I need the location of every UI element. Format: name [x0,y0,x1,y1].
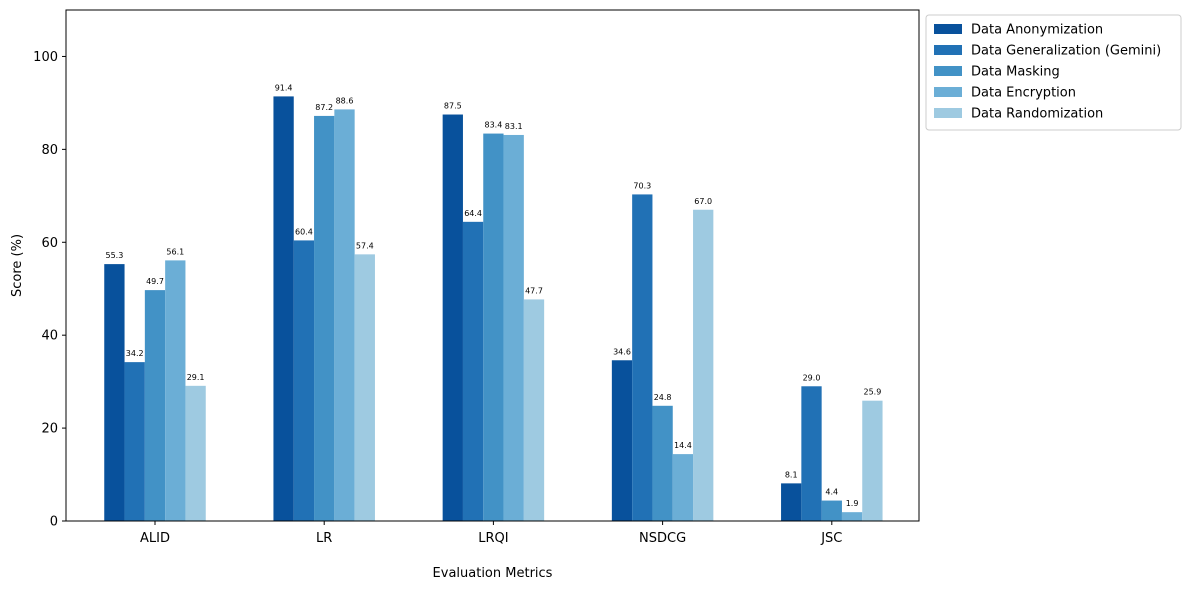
bar [354,254,375,521]
data-label: 8.1 [785,470,798,479]
data-label: 87.5 [444,102,462,111]
bar [841,512,863,521]
legend-swatch [934,108,962,118]
y-tick-label: 60 [41,236,58,251]
legend-swatch [934,66,962,76]
y-tick-label: 80 [41,143,58,158]
data-label: 47.7 [525,286,543,295]
legend-box [925,14,1182,131]
data-label: 1.9 [846,499,859,508]
y-tick-label: 20 [41,422,58,437]
y-tick-label: 100 [33,50,58,65]
data-label: 88.6 [336,96,354,105]
bar [862,400,883,521]
data-label: 60.4 [295,227,313,236]
data-label: 25.9 [863,388,881,397]
x-tick-label: LR [316,531,332,546]
data-label: 49.7 [146,277,164,286]
y-tick-label: 40 [41,329,58,344]
bar [124,362,145,521]
data-label: 87.2 [315,103,333,112]
legend-entry: Data Randomization [971,107,1103,122]
legend-entry: Data Anonymization [971,23,1103,38]
data-label: 29.0 [803,373,821,382]
bar [293,240,315,521]
data-label: 14.4 [674,441,692,450]
data-label: 34.2 [126,349,144,358]
bar [144,290,166,521]
data-labels-layer: 55.3 91.4 87.5 34.6 8.1 34.2 60.4 64.4 70.3 29.0 4… [105,83,881,508]
data-label: 24.8 [654,393,672,402]
bar [273,96,294,521]
bar [611,360,633,521]
bar [821,500,842,521]
y-axis-title: Score (%) [10,234,25,297]
x-tick-label: NSDCG [639,531,686,546]
bar [503,134,524,521]
bar [104,264,125,521]
x-tick-label: JSC [820,531,842,546]
x-tick-label: ALID [140,531,170,546]
bar [442,114,463,522]
bar [672,454,694,521]
bars-layer [104,96,883,522]
data-label: 29.1 [187,373,205,382]
legend: Data Anonymization Data Generalization (G… [925,14,1182,131]
x-axis: ALID LR LRQI NSDCG JSC [140,521,842,546]
data-label: 4.4 [825,488,838,497]
bar [483,133,504,521]
bar [523,299,545,521]
y-axis: 0 20 40 60 80 100 [33,50,66,530]
data-label: 34.6 [613,347,631,356]
x-axis-title: Evaluation Metrics [433,566,553,581]
data-label: 83.1 [505,122,523,131]
data-label: 57.4 [356,241,374,250]
bar [185,385,206,521]
legend-swatch [934,45,962,55]
data-label: 83.4 [484,121,502,130]
legend-entry: Data Masking [971,65,1060,80]
bar [632,194,653,522]
legend-swatch [934,87,962,97]
data-label: 64.4 [464,209,482,218]
legend-entry: Data Generalization (Gemini) [971,44,1161,59]
plot-area-frame [65,9,920,522]
data-label: 67.0 [694,197,712,206]
legend-swatch [934,24,962,34]
legend-entry: Data Encryption [971,86,1076,101]
bar [334,109,355,521]
bar [652,405,673,521]
data-label: 56.1 [166,247,184,256]
bar [314,115,335,522]
bar [165,260,186,521]
bar [462,221,484,521]
data-label: 55.3 [105,251,123,260]
y-tick-label: 0 [50,515,58,530]
x-tick-label: LRQI [478,531,508,546]
data-label: 70.3 [633,181,651,190]
bar [781,483,802,521]
bar [801,386,822,521]
data-label: 91.4 [275,83,293,92]
bar [693,209,714,521]
